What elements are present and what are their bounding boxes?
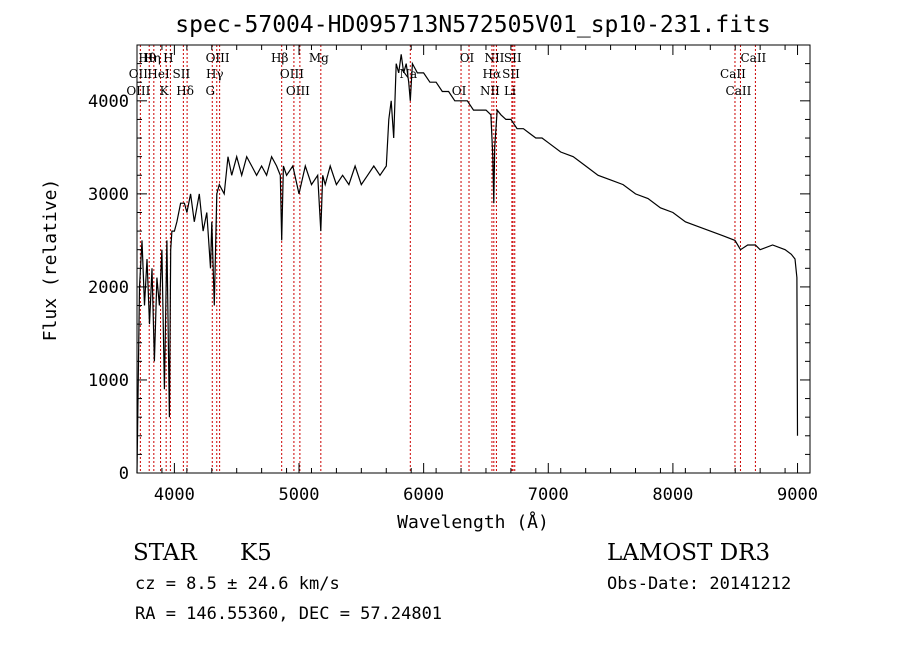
line-label: OI bbox=[460, 51, 475, 65]
y-tick-label: 1000 bbox=[88, 371, 129, 391]
line-label: HeI bbox=[147, 67, 170, 81]
line-label: Hδ bbox=[176, 84, 194, 98]
line-label: Hγ bbox=[206, 67, 224, 81]
line-label: Hθ bbox=[138, 51, 156, 65]
line-label: K bbox=[160, 84, 170, 98]
x-tick-label: 5000 bbox=[279, 485, 320, 505]
series-flux bbox=[136, 54, 799, 474]
object-subclass: K5 bbox=[240, 540, 272, 566]
axes: 4000 5000 6000 7000 8000 9000 0 1000 2000 3000 400… bbox=[88, 45, 818, 505]
line-label: Hα bbox=[483, 67, 502, 81]
line-label: Hβ bbox=[271, 51, 288, 65]
y-tick-label: 3000 bbox=[88, 185, 129, 205]
line-label: Mg bbox=[309, 51, 329, 65]
obs-date: Obs-Date: 20141212 bbox=[607, 574, 791, 594]
line-label: OII bbox=[129, 67, 149, 81]
line-label: CaII bbox=[740, 51, 766, 65]
line-label: OIII bbox=[206, 51, 230, 65]
x-axis-label: Wavelength (Å) bbox=[397, 511, 549, 533]
x-tick-label: 7000 bbox=[528, 485, 569, 505]
coordinates: RA = 146.55360, DEC = 57.24801 bbox=[135, 604, 442, 624]
x-tick-label: 4000 bbox=[154, 485, 195, 505]
line-label: SII bbox=[173, 67, 191, 81]
x-tick-label: 8000 bbox=[652, 485, 693, 505]
line-label: OI bbox=[452, 84, 467, 98]
spectrum-series bbox=[136, 54, 799, 474]
chart-title: spec-57004-HD095713N572505V01_sp10-231.f… bbox=[175, 12, 770, 38]
line-label: H bbox=[163, 51, 173, 65]
x-tick-label: 6000 bbox=[403, 485, 444, 505]
x-tick-label: 9000 bbox=[777, 485, 818, 505]
line-label: CaII bbox=[726, 84, 752, 98]
line-label: SII bbox=[504, 51, 522, 65]
line-label: NII bbox=[480, 84, 500, 98]
spectral-line-markers bbox=[139, 45, 756, 473]
line-label: G bbox=[205, 84, 215, 98]
y-axis-label: Flux (relative) bbox=[40, 179, 61, 342]
object-class: STAR bbox=[133, 540, 197, 566]
line-label: SII bbox=[502, 67, 520, 81]
line-label: CaII bbox=[720, 67, 746, 81]
y-tick-label: 0 bbox=[119, 464, 129, 484]
line-label: OIII bbox=[280, 67, 304, 81]
line-label: Li bbox=[504, 84, 516, 98]
plot-frame bbox=[136, 44, 811, 474]
line-label: OIII bbox=[126, 84, 150, 98]
line-label: OIII bbox=[286, 84, 310, 98]
spectral-line-labels: HθOIIOIIIHηHeIKHSIIHδOIIIHγGHβOIIIOIIIMg… bbox=[126, 51, 766, 98]
y-tick-label: 2000 bbox=[88, 278, 129, 298]
line-label: Hη bbox=[143, 51, 161, 65]
redshift-text: cz = 8.5 ± 24.6 km/s bbox=[135, 574, 340, 594]
y-tick-label: 4000 bbox=[88, 92, 129, 112]
survey-name: LAMOST DR3 bbox=[607, 540, 770, 566]
line-label: NII bbox=[484, 51, 504, 65]
